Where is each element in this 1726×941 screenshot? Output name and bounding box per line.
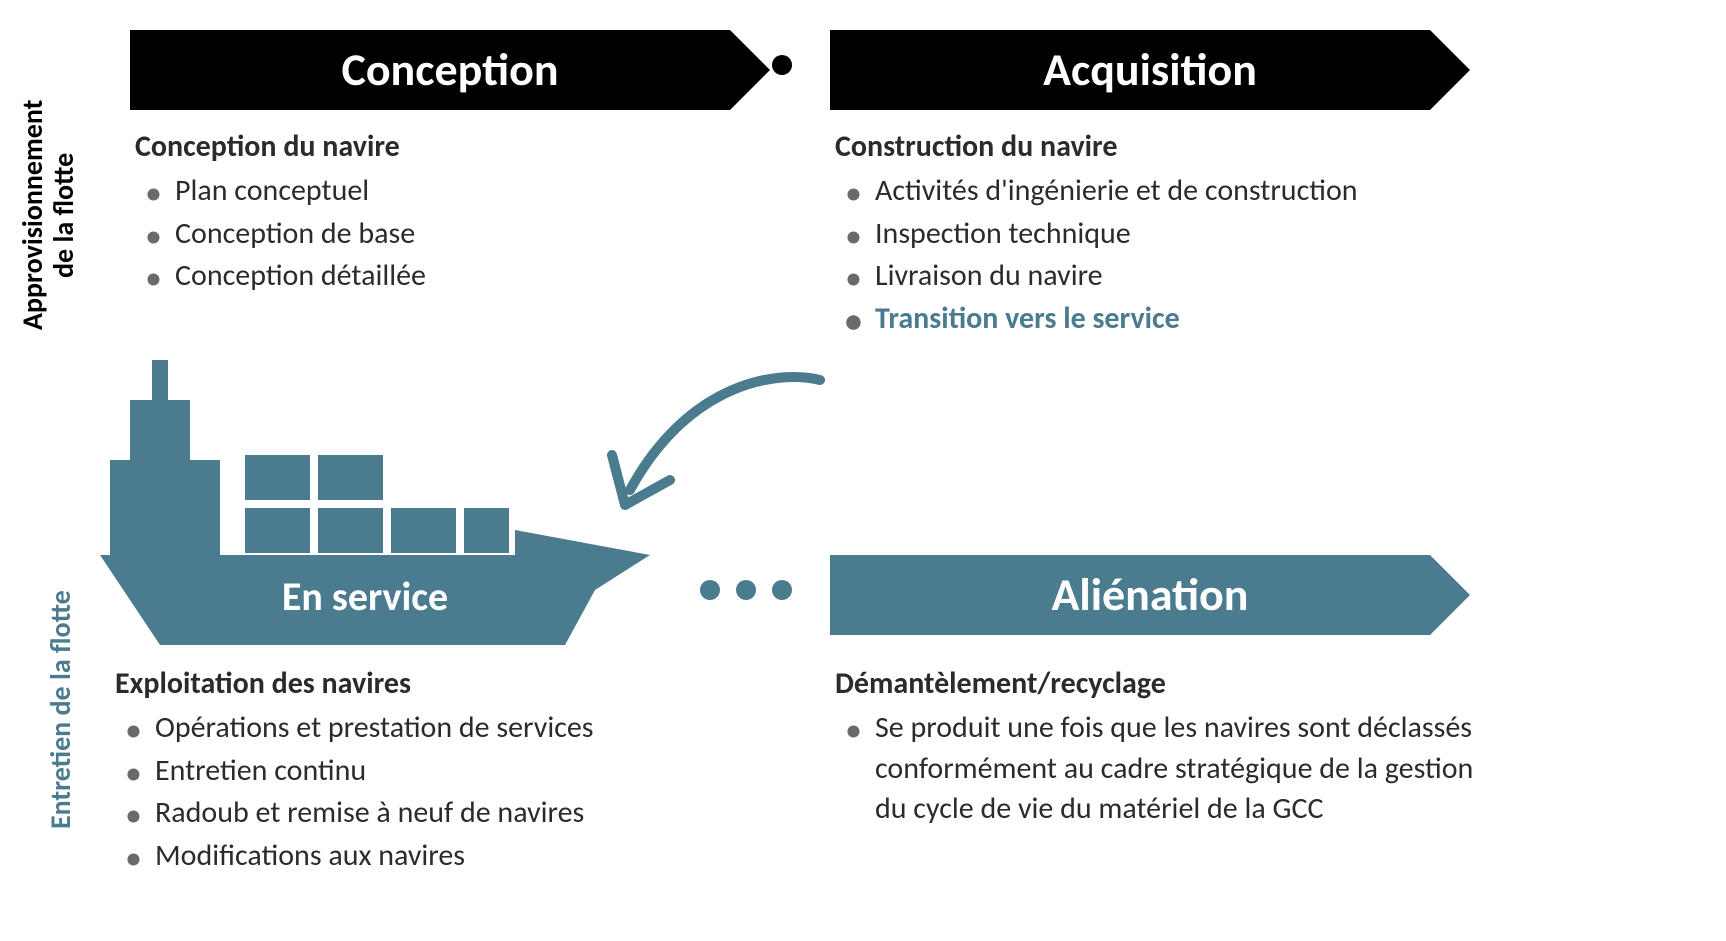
ellipsis-dots-bottom	[700, 580, 792, 600]
banner-arrow-tip	[1430, 555, 1470, 635]
dot	[772, 55, 792, 75]
ellipsis-dots-top	[700, 55, 792, 75]
section-title: Démantèlement/recyclage	[835, 665, 1495, 702]
curved-arrow-icon	[580, 350, 840, 550]
list-item: Opérations et prestation de services	[155, 708, 795, 749]
banner-label: Conception	[341, 42, 558, 98]
banner-acquisition: Acquisition	[830, 30, 1470, 110]
section-acquisition: Construction du navire Activités d'ingén…	[835, 128, 1475, 341]
list-item: Inspection technique	[875, 214, 1475, 255]
list-item: Activités d'ingénierie et de constructio…	[875, 171, 1475, 212]
list-item: Plan conceptuel	[175, 171, 755, 212]
dot	[772, 580, 792, 600]
banner-label: Acquisition	[1043, 42, 1257, 98]
vlabel-line: Entretien de la flotte	[46, 490, 77, 930]
list-item: Transition vers le service	[875, 299, 1475, 340]
list-item: Se produit une fois que les navires sont…	[875, 708, 1495, 830]
dot	[700, 55, 720, 75]
list-item: Livraison du navire	[875, 256, 1475, 297]
section-title: Exploitation des navires	[115, 665, 795, 702]
dot	[736, 55, 756, 75]
banner-conception: Conception	[130, 30, 770, 110]
section-title: Conception du navire	[135, 128, 755, 165]
banner-label: Aliénation	[1052, 567, 1249, 623]
banner-arrow-tip	[1430, 30, 1470, 110]
list-item: Radoub et remise à neuf de navires	[155, 793, 795, 834]
bullet-list: Opérations et prestation de servicesEntr…	[115, 708, 795, 876]
ship-label: En service	[205, 572, 525, 621]
vlabel-approvisionnement: Approvisionnement de la flotte	[18, 30, 80, 400]
bullet-list: Activités d'ingénierie et de constructio…	[835, 171, 1475, 339]
bullet-list: Plan conceptuelConception de baseConcept…	[135, 171, 755, 297]
list-item: Entretien continu	[155, 751, 795, 792]
list-item: Modifications aux navires	[155, 836, 795, 877]
list-item: Conception détaillée	[175, 256, 755, 297]
section-enservice: Exploitation des navires Opérations et p…	[115, 665, 795, 878]
list-item: Conception de base	[175, 214, 755, 255]
dot	[736, 580, 756, 600]
section-alienation: Démantèlement/recyclage Se produit une f…	[835, 665, 1495, 832]
bullet-list: Se produit une fois que les navires sont…	[835, 708, 1495, 830]
ship-icon: En service	[90, 350, 660, 650]
vlabel-line: de la flotte	[49, 30, 80, 400]
banner-alienation: Aliénation	[830, 555, 1470, 635]
section-title: Construction du navire	[835, 128, 1475, 165]
vlabel-line: Approvisionnement	[18, 30, 49, 400]
dot	[700, 580, 720, 600]
vlabel-entretien: Entretien de la flotte	[46, 490, 77, 930]
section-conception: Conception du navire Plan conceptuelConc…	[135, 128, 755, 299]
